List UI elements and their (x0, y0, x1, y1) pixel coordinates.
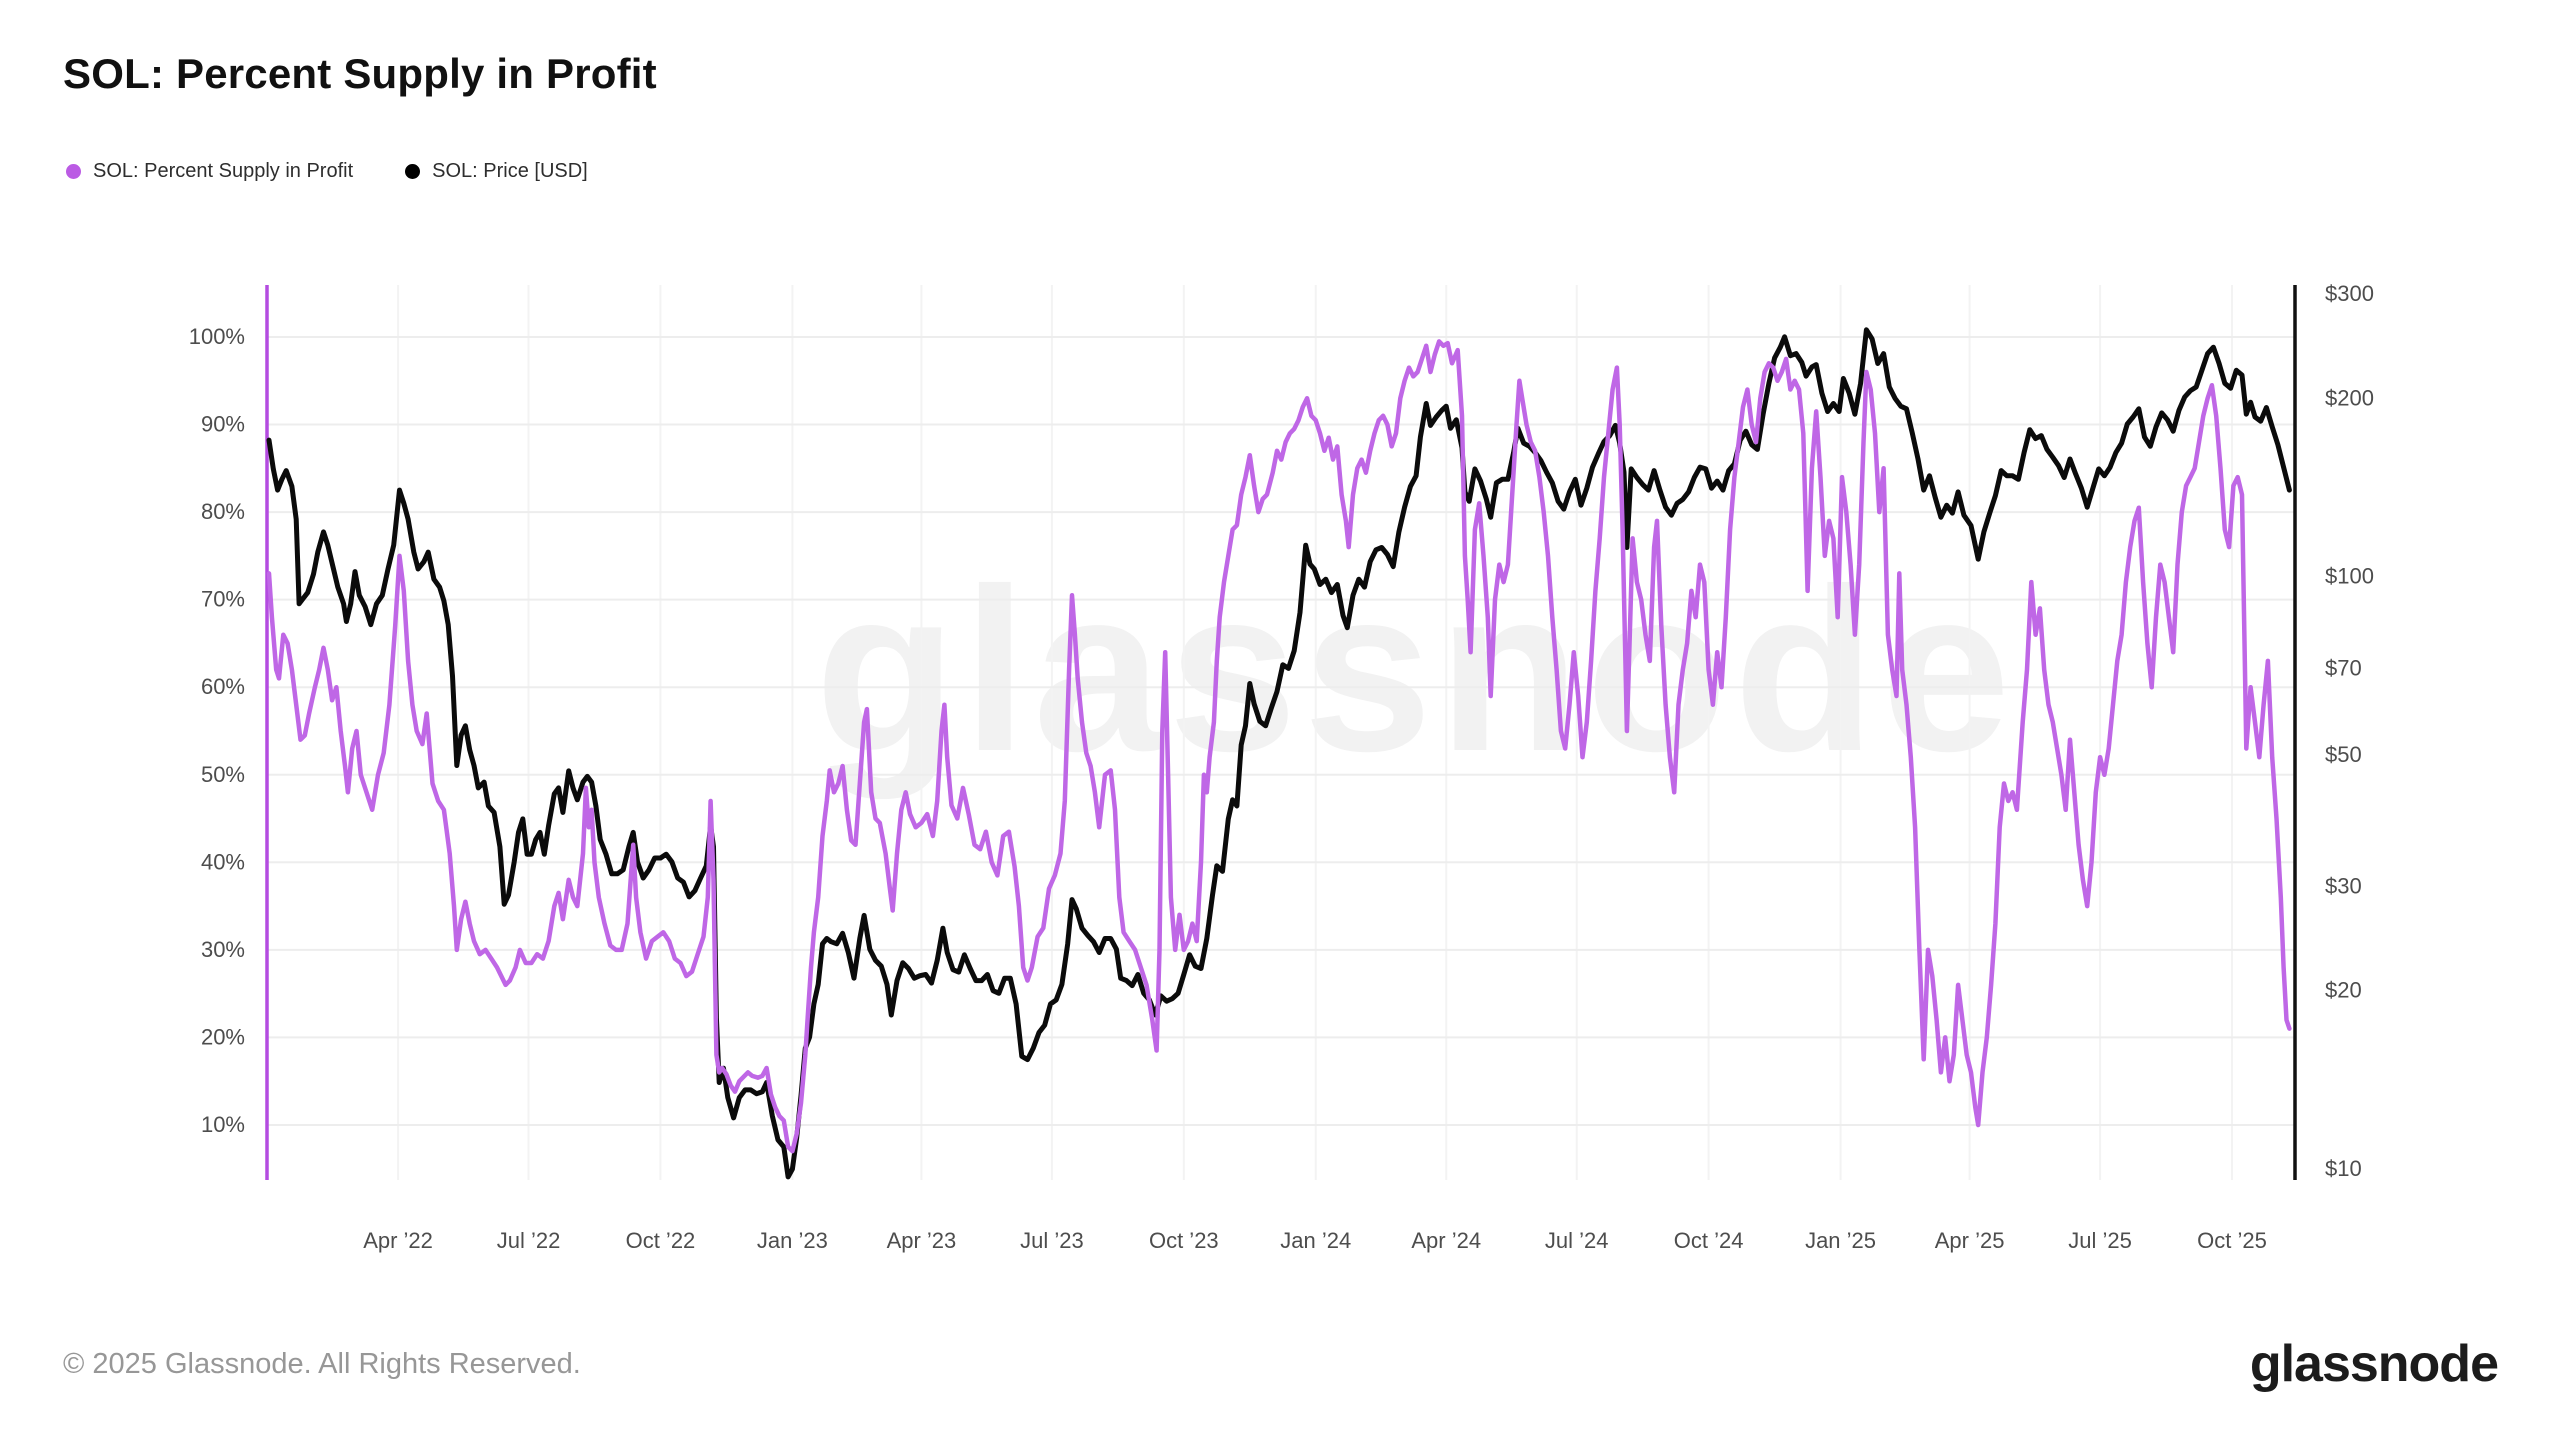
x-axis-tick-label: Apr ’23 (887, 1228, 957, 1253)
legend-item-label: SOL: Percent Supply in Profit (93, 160, 354, 182)
x-axis-tick-label: Jul ’24 (1545, 1228, 1609, 1253)
left-axis-tick-label: 10% (201, 1112, 245, 1137)
x-axis-tick-label: Jan ’23 (757, 1228, 828, 1253)
x-axis-tick-label: Oct ’24 (1674, 1228, 1744, 1253)
x-axis-tick-label: Apr ’22 (363, 1228, 433, 1253)
x-axis-tick-label: Jul ’22 (497, 1228, 561, 1253)
legend-item-percent-supply-in-profit[interactable]: SOL: Percent Supply in Profit (66, 160, 353, 183)
left-axis-tick-label: 80% (201, 499, 245, 524)
glassnode-logo: glassnode (2249, 1335, 2499, 1393)
left-axis-tick-label: 100% (189, 324, 245, 349)
right-axis-tick-label: $70 (2325, 655, 2362, 680)
legend-dot-icon (405, 164, 421, 179)
x-axis-tick-label: Oct ’23 (1149, 1228, 1219, 1253)
legend-dot-icon (66, 164, 81, 179)
right-axis-tick-label: $20 (2325, 978, 2362, 1003)
legend-item-price-usd[interactable]: SOL: Price [USD] (405, 160, 588, 183)
x-axis-tick-label: Jul ’23 (1020, 1228, 1084, 1253)
right-axis-tick-label: $10 (2325, 1156, 2362, 1181)
page-title: SOL: Percent Supply in Profit (63, 50, 657, 97)
legend-item-label: SOL: Price [USD] (432, 160, 588, 182)
left-axis-tick-label: 30% (201, 937, 245, 962)
left-axis-tick-label: 40% (201, 849, 245, 874)
x-axis-tick-label: Apr ’25 (1935, 1228, 2005, 1253)
x-axis-tick-label: Oct ’25 (2197, 1228, 2267, 1253)
chart-legend: SOL: Percent Supply in Profit SOL: Price … (66, 160, 588, 183)
right-axis-tick-label: $300 (2325, 281, 2374, 306)
x-axis-tick-label: Jan ’24 (1280, 1228, 1351, 1253)
x-axis-tick-label: Jul ’25 (2068, 1228, 2132, 1253)
left-axis-tick-label: 70% (201, 587, 245, 612)
x-axis-tick-label: Jan ’25 (1805, 1228, 1876, 1253)
right-axis-tick-label: $200 (2325, 385, 2374, 410)
right-axis-tick-label: $30 (2325, 873, 2362, 898)
x-axis-tick-label: Apr ’24 (1411, 1228, 1481, 1253)
left-axis-tick-label: 90% (201, 412, 245, 437)
copyright-text: © 2025 Glassnode. All Rights Reserved. (63, 1348, 581, 1380)
right-axis-tick-label: $50 (2325, 742, 2362, 767)
right-axis-tick-label: $100 (2325, 564, 2374, 589)
series-line-price-usd[interactable] (266, 327, 2292, 1180)
series-line-percent-supply-in-profit[interactable] (266, 339, 2292, 1154)
left-axis-tick-label: 60% (201, 674, 245, 699)
left-axis-tick-label: 20% (201, 1024, 245, 1049)
left-axis-tick-label: 50% (201, 762, 245, 787)
x-axis-tick-label: Oct ’22 (626, 1228, 696, 1253)
